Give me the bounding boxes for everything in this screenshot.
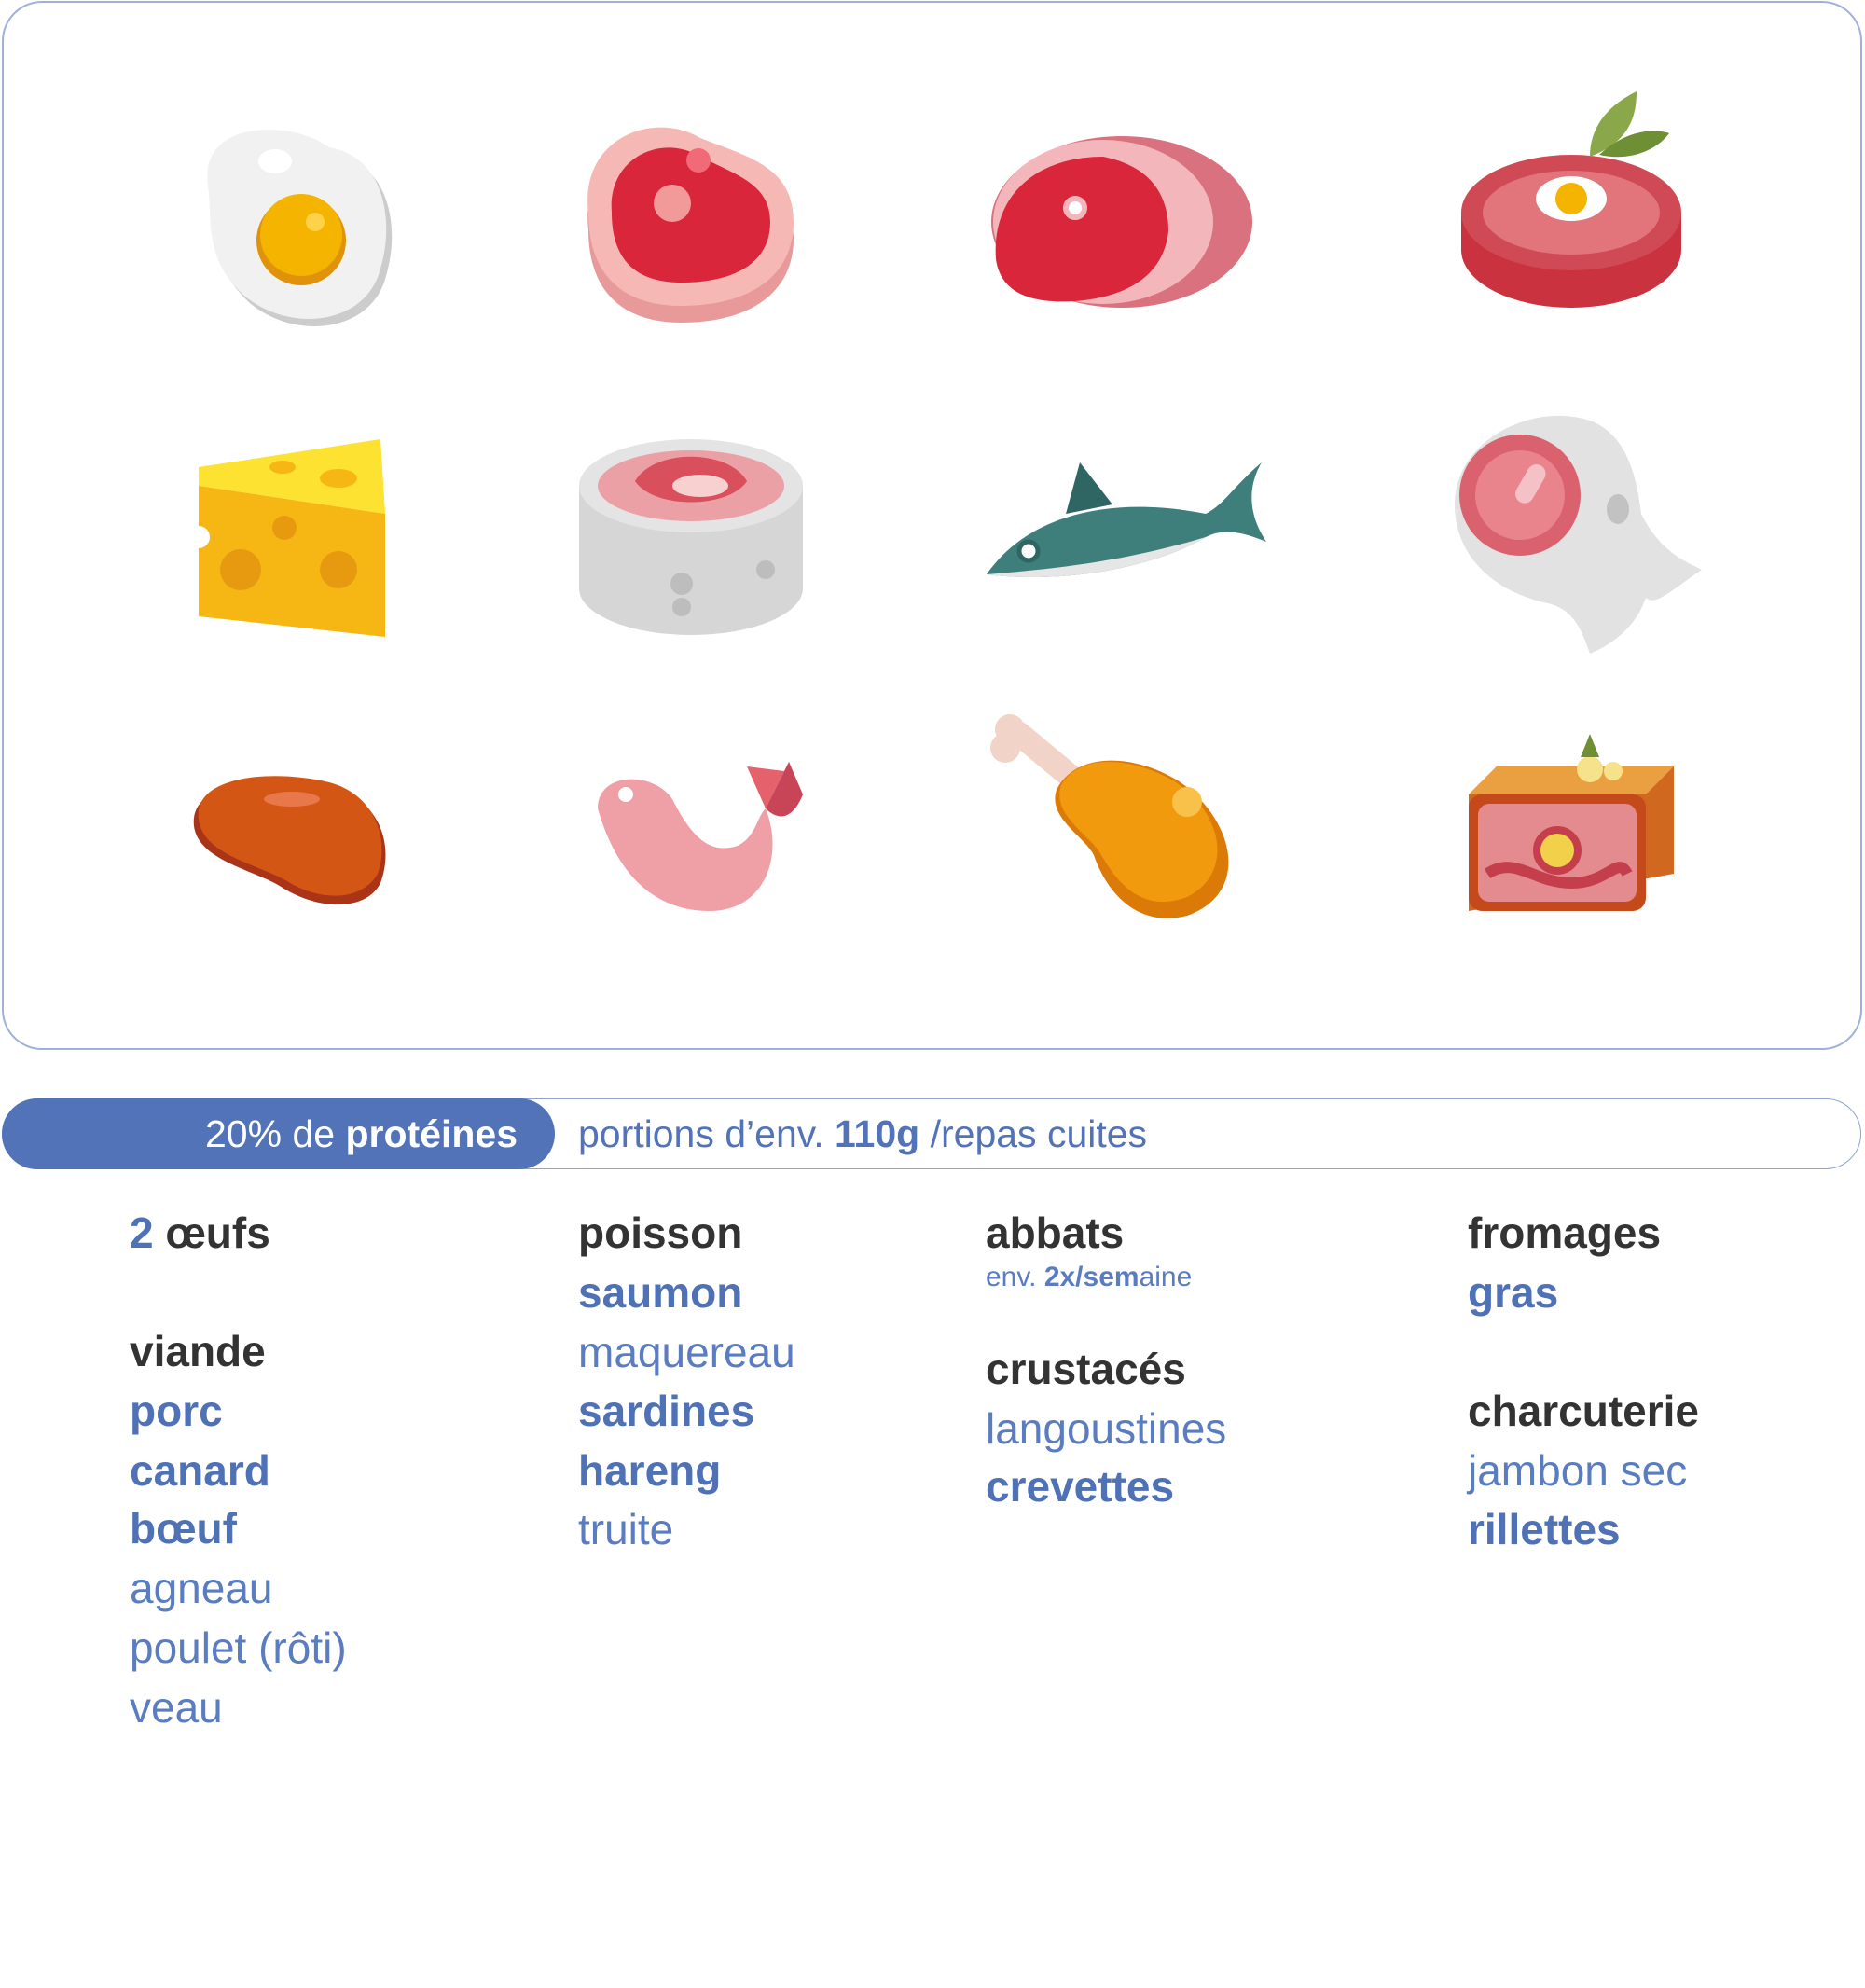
cheese-icon [187,439,385,637]
list-item: veau [130,1683,223,1732]
list-item: jambon sec [1468,1446,1688,1495]
illustration-panel [2,1,1862,1050]
list-item: canard [130,1446,270,1495]
badge-text: 20% de [205,1112,346,1155]
list-item: maquereau [578,1328,795,1376]
list-item: crevettes [986,1462,1175,1511]
card [2,1,1862,1050]
list-item: hareng [578,1446,722,1495]
list-item: poulet (rôti) [130,1623,347,1672]
list-item: sardines [578,1387,755,1435]
list-item: truite [578,1505,674,1553]
can-icon [579,439,803,635]
banner-text-part: portions d’env. [578,1112,836,1155]
list-item: bœuf [130,1504,237,1553]
banner-badge: 20% de protéines [2,1098,555,1169]
ham-icon [991,136,1252,308]
list-item: gras [1468,1268,1559,1317]
note-part: env. [986,1262,1044,1292]
heading: poisson [578,1208,743,1257]
roast-icon [1461,91,1681,308]
list-item: langoustines [986,1404,1227,1453]
list-item: saumon [578,1268,743,1317]
heading: crustacés [986,1345,1186,1393]
shrimp-icon [598,762,803,911]
note-bold: 2x/sem [1043,1262,1140,1292]
banner-text-part: /repas cuites [919,1112,1148,1155]
egg-icon [207,129,393,326]
note-part: aine [1139,1262,1193,1292]
banner-text-bold: 110g [835,1112,920,1155]
heading: viande [130,1327,266,1375]
list-item: porc [130,1387,223,1435]
heading: abbats [986,1208,1125,1257]
liver-icon [193,776,386,905]
badge-bold: protéines [345,1112,518,1155]
list-item: agneau [130,1564,273,1612]
list-item: rillettes [1468,1505,1621,1553]
drumstick-icon [990,714,1229,918]
heading: charcuterie [1468,1387,1700,1435]
fish-icon [987,462,1266,578]
pate-icon [1469,734,1674,911]
steak-icon [587,127,794,323]
ham-leg-icon [1455,415,1702,654]
count: 2 [130,1208,154,1257]
list-item: 2 œufs [130,1205,270,1261]
frequency-note: env. 2x/semaine [986,1259,1192,1296]
heading: œufs [153,1208,270,1257]
banner-text: portions d’env. 110g /repas cuites [578,1098,1147,1169]
heading: fromages [1468,1208,1662,1257]
